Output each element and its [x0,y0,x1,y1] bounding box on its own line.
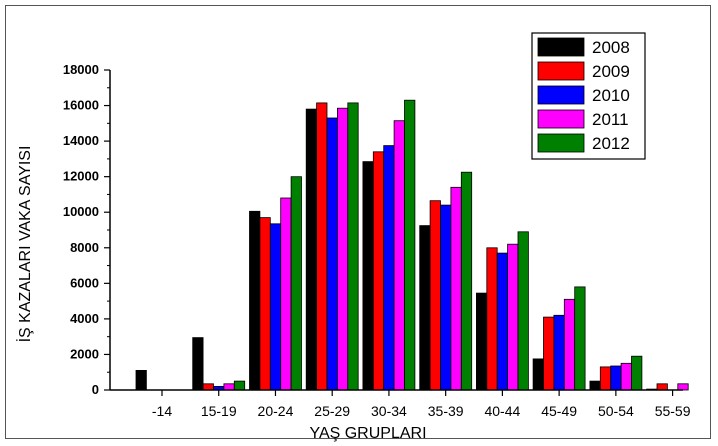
x-tick-label: 50-54 [598,403,634,419]
bar-2011-50-54 [620,362,632,391]
bar-2009-20-24 [259,217,271,391]
axes-group [104,69,683,396]
bar-2009-55-59 [656,383,668,391]
bar-2011-15-19 [223,383,235,391]
legend-swatch-2008 [537,37,585,57]
x-tick-label: -14 [152,403,172,419]
x-axis-title: YAŞ GRUPLARI [309,425,426,442]
legend-swatch-2012 [537,133,585,153]
bar-2008-50-54 [589,380,601,391]
bar-2011-55-59 [677,383,689,391]
y-axis-title: İŞ KAZALARI VAKA SAYISI [15,146,34,343]
bar-2011-40-44 [507,243,519,391]
bar-2008-15-19 [192,337,204,391]
legend-swatch-2010 [537,85,585,105]
bar-2010-35-39 [440,204,452,391]
bar-2012-25-29 [347,102,359,391]
bar-2009-25-29 [316,102,328,391]
bar-2010-30-34 [383,145,395,391]
y-tick-label: 8000 [70,240,99,255]
y-tick-label: 16000 [63,98,99,113]
bar-2008-35-39 [419,225,431,391]
bar-2012-35-39 [460,171,473,391]
legend-label-2011: 2011 [592,110,629,129]
legend-swatch-2011 [537,109,585,129]
bar-2012-20-24 [290,176,302,391]
bar-2011-35-39 [450,186,462,391]
y-tick-label: 4000 [70,311,99,326]
bar-2009-45-49 [543,316,555,391]
bar-2010-45-49 [553,314,565,391]
bar-2010-50-54 [610,365,622,391]
x-tick-label: 55-59 [655,403,691,419]
bar-2009-30-34 [372,151,385,391]
y-tick-label: 0 [92,382,99,397]
legend-label-2008: 2008 [592,38,630,57]
x-tick-labels: -14 15-19 20-24 25-29 30-34 35-39 40-44 45-49 50… [152,403,691,419]
x-tick-label: 40-44 [484,403,520,419]
bar-2011-25-29 [336,107,349,391]
x-tick-label: 45-49 [541,403,577,419]
bar-2008-40-44 [475,292,488,391]
legend-label-2012: 2012 [592,134,630,153]
y-tick-label: 12000 [63,169,99,184]
bar-2009-15-19 [202,383,214,391]
y-tick-label: 14000 [63,133,99,148]
bar-2010-25-29 [326,117,338,391]
bar-2009-35-39 [429,200,441,391]
legend: 2008 2009 2010 2011 2012 [531,32,646,160]
bar-2008-25-29 [305,108,318,391]
legend-swatch-2009 [537,61,585,81]
bar-2011-45-49 [563,298,576,391]
bar-2008-30-34 [362,161,374,391]
x-tick-label: 35-39 [428,403,464,419]
x-tick-label: 15-19 [201,403,237,419]
legend-label-2010: 2010 [592,86,630,105]
bar-2010-40-44 [496,252,509,391]
bar-2008-45-49 [532,358,544,391]
bar-2012-45-49 [574,286,586,391]
bar-2012-40-44 [517,231,529,391]
bar-2008--14 [135,369,147,391]
bar-2008-20-24 [249,210,261,391]
bar-2012-15-19 [233,380,246,391]
chart-frame [5,5,711,439]
y-tick-label: 18000 [63,62,99,77]
y-tick-labels: 0 2000 4000 6000 8000 10000 12000 14000 16000 180… [63,62,99,397]
legend-label-2009: 2009 [592,62,630,81]
x-tick-label: 30-34 [371,403,407,419]
bar-2011-20-24 [280,197,292,391]
y-tick-label: 2000 [70,346,99,361]
bar-2009-50-54 [599,366,612,391]
bar-2010-20-24 [269,223,282,391]
x-tick-label: 25-29 [314,403,350,419]
bar-2009-40-44 [486,247,498,391]
bar-2011-30-34 [393,120,405,391]
bar-2012-30-34 [404,99,416,391]
y-tick-label: 10000 [63,204,99,219]
x-tick-label: 20-24 [258,403,294,419]
bar-2012-50-54 [631,355,643,391]
y-tick-label: 6000 [70,275,99,290]
